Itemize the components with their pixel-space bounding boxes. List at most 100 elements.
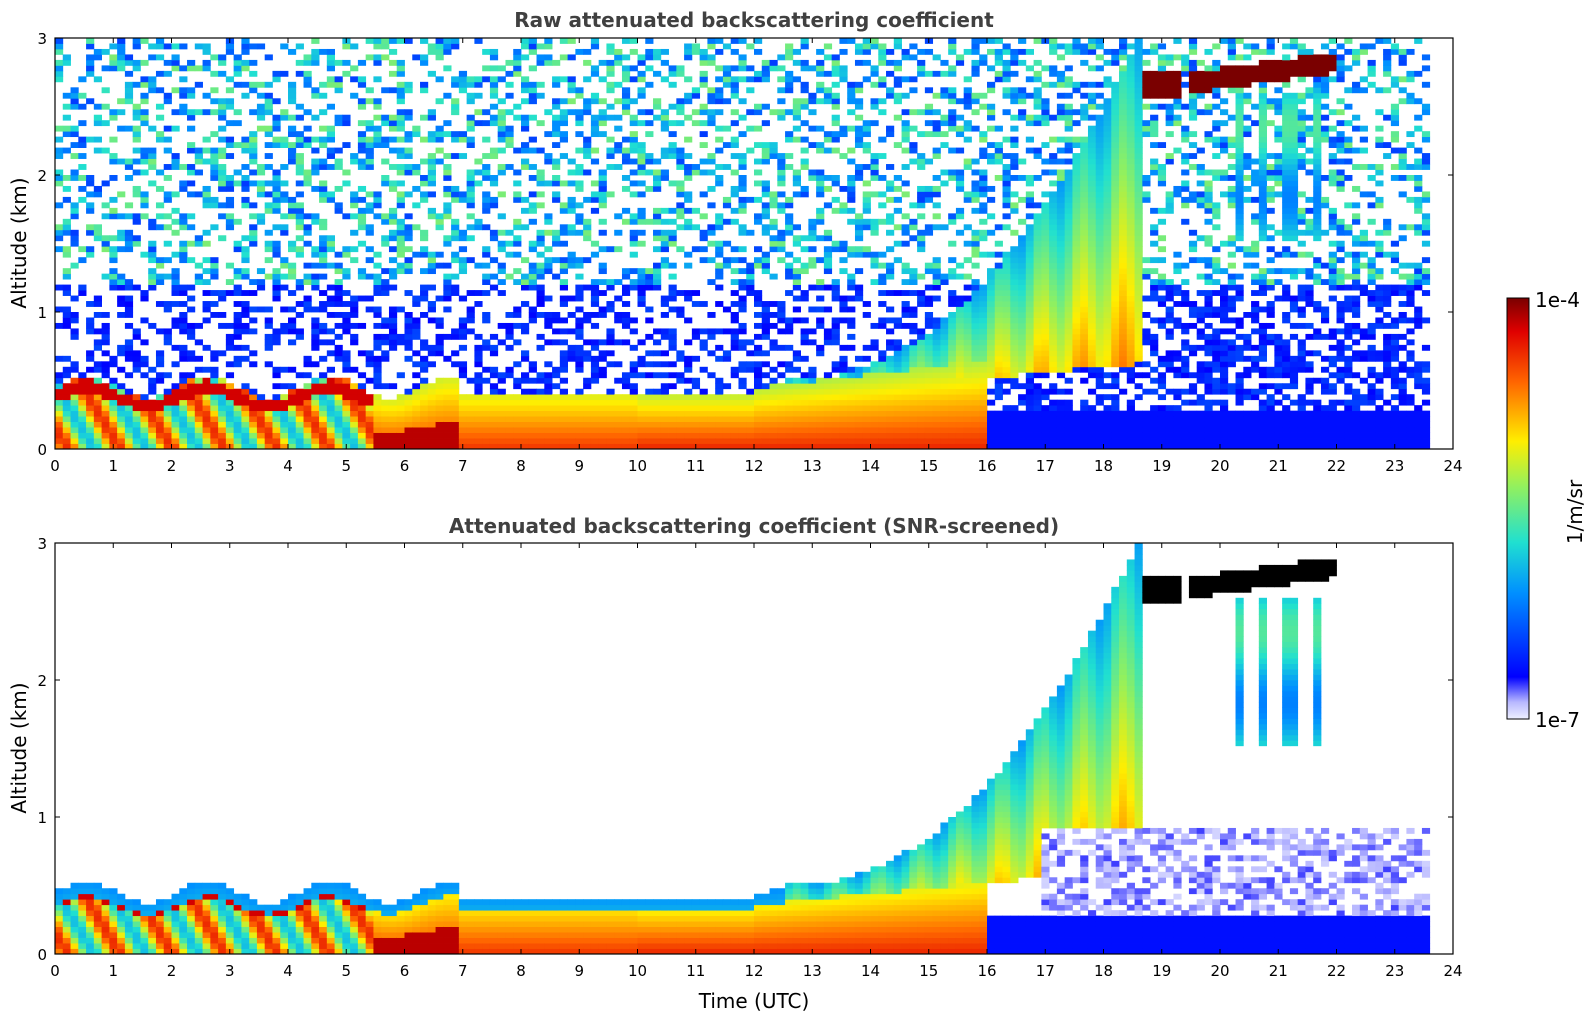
heat-cell	[761, 262, 770, 269]
heat-cell	[940, 180, 949, 187]
heat-cell	[614, 438, 623, 444]
heat-cell	[435, 399, 444, 406]
heat-cell	[878, 372, 887, 379]
heat-cell	[396, 218, 405, 225]
heat-cell	[1018, 284, 1027, 291]
heat-cell	[715, 98, 724, 105]
heat-cell	[396, 136, 405, 143]
heat-cell	[70, 240, 79, 247]
heat-cell	[660, 388, 669, 395]
heat-cell	[730, 218, 739, 225]
heat-cell	[777, 175, 786, 181]
heat-cell	[1002, 416, 1011, 422]
heat-cell	[124, 81, 134, 88]
heat-cell	[179, 284, 188, 291]
heat-cell	[808, 405, 817, 412]
heat-cell	[202, 279, 211, 285]
heat-cell	[544, 383, 553, 390]
heat-cell	[124, 394, 134, 401]
heat-cell	[93, 394, 102, 401]
heat-cell	[342, 213, 351, 220]
heat-cell	[62, 322, 71, 329]
heat-cell	[513, 114, 522, 121]
heat-cell	[311, 432, 320, 439]
heat-cell	[901, 290, 910, 296]
heat-cell	[249, 147, 258, 154]
heat-cell	[420, 366, 429, 373]
heat-cell	[544, 262, 553, 269]
heat-cell	[303, 416, 312, 422]
heat-cell	[971, 306, 980, 313]
heat-cell	[769, 109, 778, 116]
heat-cell	[909, 355, 918, 362]
heat-cell	[1002, 438, 1011, 444]
heat-cell	[940, 350, 949, 357]
heat-cell	[637, 76, 646, 83]
heat-cell	[684, 218, 693, 225]
heat-cell	[264, 438, 273, 444]
heat-cell	[901, 350, 910, 357]
heat-cell	[373, 54, 382, 61]
heat-cell	[78, 196, 87, 203]
heat-cell	[132, 43, 141, 50]
heat-cell	[319, 224, 328, 231]
heat-cell	[187, 443, 196, 449]
heat-cell	[971, 290, 980, 296]
heat-cell	[420, 394, 429, 401]
heat-cell	[249, 317, 258, 324]
heat-cell	[971, 399, 980, 406]
heat-cell	[979, 361, 988, 368]
heat-cell	[691, 405, 701, 412]
heat-cell	[668, 410, 677, 417]
heat-cell	[1002, 322, 1011, 329]
heat-cell	[489, 383, 499, 390]
heat-cell	[109, 54, 118, 61]
heat-cell	[443, 355, 452, 362]
heat-cell	[458, 333, 468, 340]
heat-cell	[101, 147, 110, 154]
heat-cell	[738, 207, 747, 214]
heat-cell	[451, 290, 460, 296]
heat-cell	[1033, 246, 1042, 253]
heat-cell	[590, 339, 600, 346]
heat-cell	[792, 399, 801, 406]
heat-cell	[629, 191, 638, 198]
heat-cell	[93, 235, 102, 242]
heat-cell	[249, 70, 258, 77]
heat-cell	[427, 191, 436, 198]
heat-cell	[396, 196, 405, 203]
heat-cell	[272, 268, 281, 275]
heat-cell	[544, 180, 553, 187]
heat-cell	[637, 207, 646, 214]
heat-cell	[466, 405, 475, 412]
heat-cell	[963, 48, 972, 55]
heat-cell	[443, 399, 452, 406]
heat-cell	[816, 185, 825, 192]
heat-cell	[536, 372, 545, 379]
heat-cell	[1002, 43, 1011, 50]
heat-cell	[521, 301, 530, 307]
heat-cell	[552, 175, 561, 181]
heat-cell	[862, 432, 871, 439]
heat-cell	[451, 405, 460, 412]
heat-cell	[264, 92, 273, 99]
heat-cell	[482, 377, 491, 384]
heat-cell	[1033, 432, 1042, 439]
heat-cell	[761, 438, 770, 444]
heat-cell	[823, 246, 833, 253]
heat-cell	[388, 328, 398, 335]
heat-cell	[1018, 366, 1027, 373]
heat-cell	[420, 427, 429, 433]
heat-cell	[847, 218, 856, 225]
heat-cell	[839, 207, 848, 214]
heat-cell	[1018, 339, 1027, 346]
heat-cell	[722, 81, 732, 88]
heat-cell	[435, 295, 444, 302]
heat-cell	[342, 410, 351, 417]
heat-cell	[148, 251, 157, 258]
heat-cell	[70, 142, 79, 148]
heat-cell	[653, 350, 662, 357]
heat-cell	[474, 180, 483, 187]
heat-cell	[575, 432, 584, 439]
heat-cell	[521, 87, 530, 94]
